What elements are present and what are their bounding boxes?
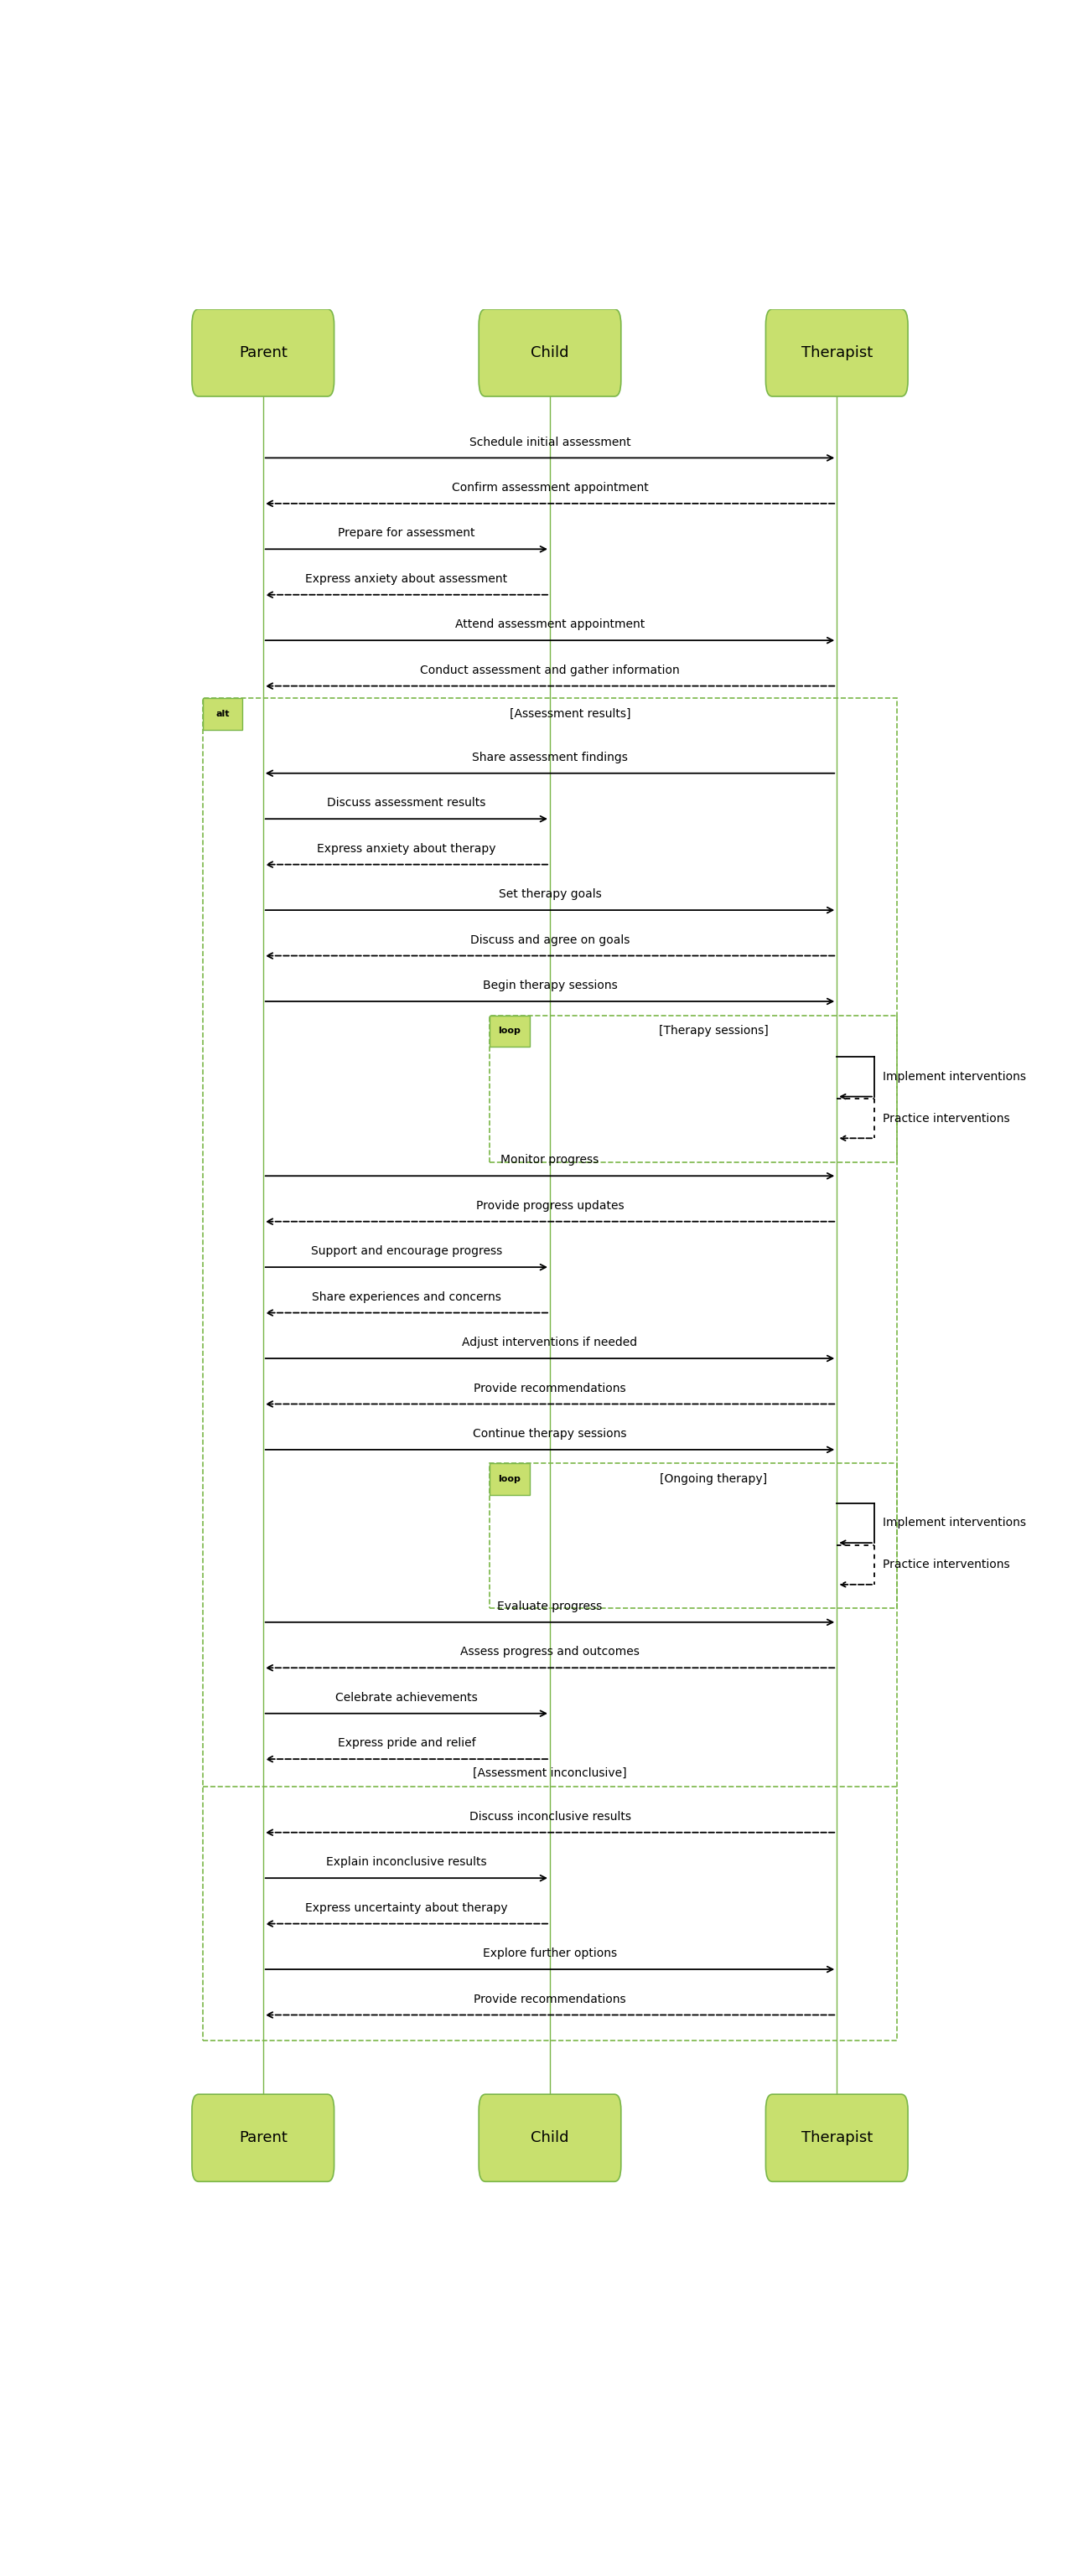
Text: Confirm assessment appointment: Confirm assessment appointment [452, 482, 648, 495]
Bar [489, 1015, 530, 1046]
Text: loop: loop [498, 1028, 520, 1036]
Text: Begin therapy sessions: Begin therapy sessions [483, 979, 617, 992]
Text: Assess progress and outcomes: Assess progress and outcomes [460, 1646, 640, 1659]
Text: Practice interventions: Practice interventions [883, 1558, 1010, 1571]
Text: Celebrate achievements: Celebrate achievements [336, 1692, 477, 1703]
FancyBboxPatch shape [192, 309, 334, 397]
Text: Implement interventions: Implement interventions [883, 1072, 1026, 1082]
Text: Support and encourage progress: Support and encourage progress [311, 1247, 502, 1257]
Text: Schedule initial assessment: Schedule initial assessment [469, 435, 631, 448]
FancyBboxPatch shape [766, 309, 908, 397]
Text: Child: Child [531, 2130, 569, 2146]
Text: Parent: Parent [239, 2130, 288, 2146]
Text: Continue therapy sessions: Continue therapy sessions [473, 1427, 627, 1440]
Text: Attend assessment appointment: Attend assessment appointment [455, 618, 645, 631]
Text: Conduct assessment and gather information: Conduct assessment and gather informatio… [421, 665, 679, 675]
Text: Therapist: Therapist [802, 2130, 872, 2146]
FancyBboxPatch shape [766, 2094, 908, 2182]
Text: Practice interventions: Practice interventions [883, 1113, 1010, 1123]
Text: Monitor progress: Monitor progress [501, 1154, 599, 1167]
Text: Parent: Parent [239, 345, 288, 361]
Text: Discuss assessment results: Discuss assessment results [327, 796, 486, 809]
Text: Share experiences and concerns: Share experiences and concerns [312, 1291, 501, 1303]
Text: [Ongoing therapy]: [Ongoing therapy] [660, 1473, 767, 1486]
Text: loop: loop [498, 1476, 520, 1484]
Text: Child: Child [531, 345, 569, 361]
Text: Discuss and agree on goals: Discuss and agree on goals [470, 935, 630, 945]
Text: Implement interventions: Implement interventions [883, 1517, 1026, 1530]
Bar [489, 1015, 897, 1162]
Text: Express uncertainty about therapy: Express uncertainty about therapy [305, 1901, 508, 1914]
Text: Explain inconclusive results: Explain inconclusive results [326, 1857, 487, 1868]
Text: Share assessment findings: Share assessment findings [472, 752, 628, 762]
Text: Prepare for assessment: Prepare for assessment [338, 528, 475, 538]
Bar [489, 1463, 530, 1494]
Text: Therapist: Therapist [802, 345, 872, 361]
FancyBboxPatch shape [192, 2094, 334, 2182]
Text: alt: alt [216, 708, 230, 719]
Text: Evaluate progress: Evaluate progress [498, 1600, 602, 1613]
Text: [Assessment results]: [Assessment results] [510, 708, 631, 719]
Text: Provide recommendations: Provide recommendations [474, 1994, 626, 2004]
Text: Discuss inconclusive results: Discuss inconclusive results [469, 1811, 631, 1824]
FancyBboxPatch shape [479, 309, 621, 397]
Text: [Therapy sessions]: [Therapy sessions] [659, 1025, 768, 1038]
Bar [203, 698, 897, 2040]
Bar [203, 698, 242, 729]
Text: [Assessment inconclusive]: [Assessment inconclusive] [473, 1767, 627, 1780]
Text: Express pride and relief: Express pride and relief [338, 1736, 475, 1749]
Text: Adjust interventions if needed: Adjust interventions if needed [462, 1337, 637, 1347]
Text: Explore further options: Explore further options [483, 1947, 617, 1960]
Bar [489, 1463, 897, 1607]
Text: Express anxiety about therapy: Express anxiety about therapy [317, 842, 496, 855]
Text: Provide progress updates: Provide progress updates [476, 1200, 623, 1211]
FancyBboxPatch shape [479, 2094, 621, 2182]
Text: Set therapy goals: Set therapy goals [499, 889, 601, 899]
Text: Express anxiety about assessment: Express anxiety about assessment [306, 572, 508, 585]
Text: Provide recommendations: Provide recommendations [474, 1383, 626, 1394]
